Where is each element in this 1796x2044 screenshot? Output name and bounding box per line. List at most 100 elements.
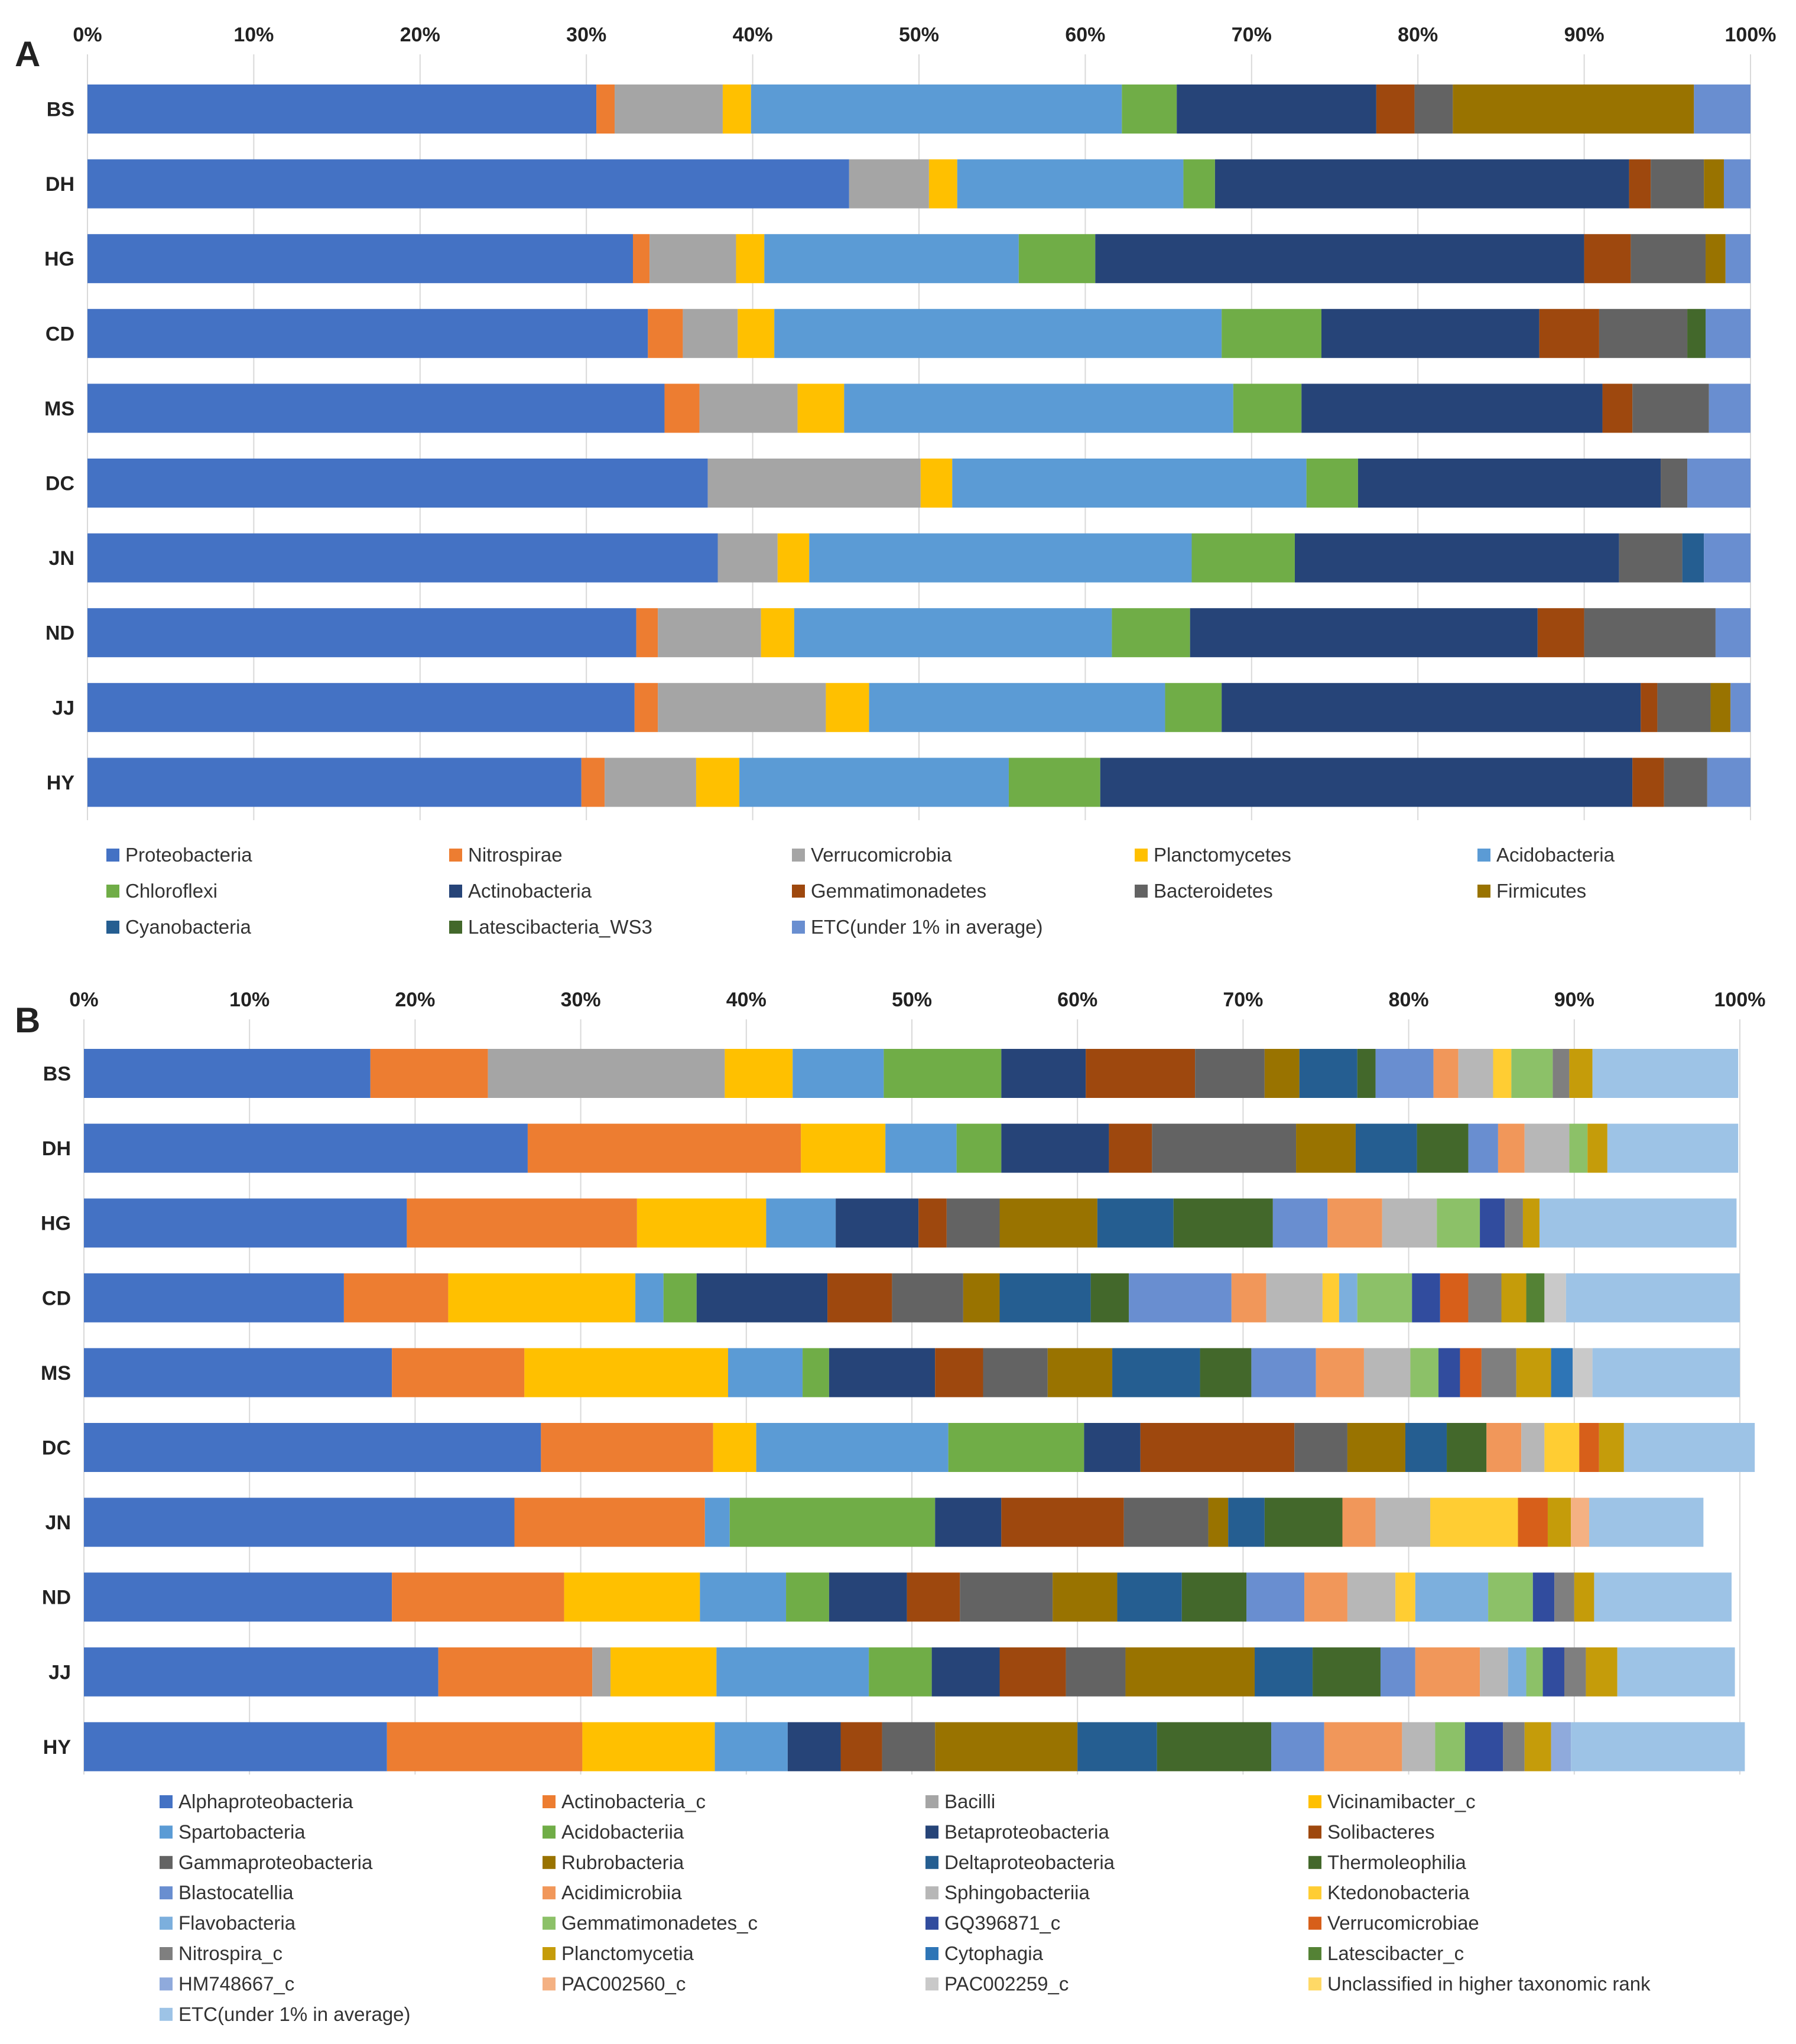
legend-swatch	[792, 885, 805, 898]
bar-segment-acidimicrobiia	[1304, 1572, 1347, 1622]
bar-segment-acidobacteria	[957, 159, 1184, 209]
legend-label: Vicinamibacter_c	[1327, 1790, 1476, 1812]
bar-segment-bacteroidetes	[1619, 533, 1683, 583]
panel-label: B	[15, 1000, 40, 1040]
bar-segment-blastocatellia	[1271, 1722, 1324, 1772]
bar-segment-chloroflexi	[1233, 384, 1302, 433]
bar-segment-acidobacteria	[869, 683, 1165, 732]
bar-segment-actinobacteria	[1321, 308, 1540, 358]
x-tick-label: 50%	[892, 989, 932, 1011]
bar-segment-gemmatimonadetes	[1584, 234, 1631, 284]
bar-segment-planctomycetes	[777, 533, 810, 583]
legend-label: Betaproteobacteria	[944, 1821, 1110, 1842]
bar-segment-betaproteobacteria	[1001, 1049, 1086, 1098]
bar-segment-bacteroidetes	[1661, 459, 1688, 508]
bar-segment-deltaproteobacteria	[999, 1273, 1091, 1322]
bar-segment-gq396871-c	[1438, 1348, 1460, 1398]
bar-segment-spartobacteria	[716, 1647, 869, 1697]
bar-segment-actinobacteria	[1294, 533, 1619, 583]
bar-segment-solibacteres	[918, 1198, 947, 1248]
legend-swatch	[160, 1947, 173, 1960]
legend-label: Deltaproteobacteria	[944, 1851, 1115, 1873]
bar-segment-vicinamibacter-c	[564, 1572, 700, 1622]
legend-label: Planctomycetes	[1154, 844, 1291, 866]
bar-segment-etc-under-1-in-average	[1687, 459, 1750, 508]
bar-segment-bacteroidetes	[1632, 384, 1709, 433]
bar-segment-vicinamibacter-c	[636, 1198, 767, 1248]
bar-segment-actinobacteria	[1357, 459, 1661, 508]
bar-segment-betaproteobacteria	[829, 1348, 936, 1398]
legend-swatch	[160, 1855, 173, 1869]
legend-swatch	[792, 921, 805, 934]
legend-swatch	[543, 1886, 556, 1900]
bar-segment-acidobacteriia	[663, 1273, 697, 1322]
bar-segment-gemmatimonadetes-c	[1526, 1647, 1543, 1697]
bar-segment-gemmatimonadetes-c	[1435, 1722, 1465, 1772]
x-tick-label: 90%	[1564, 24, 1605, 46]
bar-segment-thermoleophilia	[1181, 1572, 1247, 1622]
bar-segment-vicinamibacter-c	[448, 1273, 636, 1322]
legend-swatch	[925, 1825, 938, 1839]
category-label: BS	[47, 99, 74, 121]
category-label: HG	[41, 1213, 71, 1235]
bar-segment-gemmatimonadetes-c	[1511, 1049, 1553, 1098]
legend-swatch	[106, 849, 119, 862]
bar-segment-sphingobacteriia	[1480, 1647, 1508, 1697]
legend-swatch	[106, 885, 119, 898]
bar-segment-nitrospira-c	[1505, 1198, 1523, 1248]
bar-segment-etc-under-1-in-average	[1723, 159, 1750, 209]
bar-segment-etc-under-1-in-average	[1715, 608, 1750, 658]
bar-segment-deltaproteobacteria	[1097, 1198, 1174, 1248]
bar-segment-rubrobacteria	[1047, 1348, 1113, 1398]
legend-label: Gemmatimonadetes_c	[561, 1912, 758, 1934]
bar-segment-gammaproteobacteria	[960, 1572, 1053, 1622]
category-label: DH	[46, 173, 74, 196]
bar-segment-gammaproteobacteria	[1066, 1647, 1126, 1697]
x-tick-label: 100%	[1714, 989, 1766, 1011]
bar-segment-acidobacteria	[794, 608, 1112, 658]
x-tick-label: 20%	[400, 24, 440, 46]
x-tick-label: 20%	[395, 989, 435, 1011]
bar-segment-blastocatellia	[1246, 1572, 1305, 1622]
bar-segment-vicinamibacter-c	[610, 1647, 717, 1697]
bar-segment-blastocatellia	[1251, 1348, 1316, 1398]
bar-segment-sphingobacteriia	[1375, 1497, 1431, 1547]
bar-segment-ktedonobacteria	[1322, 1273, 1339, 1322]
bar-segment-chloroflexi	[1183, 159, 1215, 209]
bar-segment-etc-under-1-in-average	[1594, 1572, 1732, 1622]
legend-swatch	[1135, 885, 1148, 898]
legend-label: Nitrospirae	[468, 844, 563, 866]
bar-segment-thermoleophilia	[1157, 1722, 1272, 1772]
legend-label: Bacteroidetes	[1154, 880, 1273, 902]
bar-segment-thermoleophilia	[1357, 1049, 1376, 1098]
legend-swatch	[449, 921, 462, 934]
bar-segment-gemmatimonadetes	[1539, 308, 1599, 358]
bar-segment-planctomycetes	[722, 85, 751, 134]
legend-swatch	[1135, 849, 1148, 862]
legend-swatch	[1308, 1855, 1321, 1869]
legend-swatch	[1308, 1825, 1321, 1839]
bar-segment-ktedonobacteria	[1493, 1049, 1512, 1098]
x-tick-label: 70%	[1223, 989, 1263, 1011]
bar-segment-nitrospirae	[634, 683, 658, 732]
bar-segment-gemmatimonadetes-c	[1437, 1198, 1480, 1248]
legend-swatch	[925, 1855, 938, 1869]
legend-swatch	[543, 1825, 556, 1839]
bar-segment-bacteroidetes	[1584, 608, 1716, 658]
bar-segment-verrucomicrobia	[649, 234, 736, 284]
legend-label: Acidobacteria	[1496, 844, 1615, 866]
bar-segment-spartobacteria	[885, 1123, 957, 1173]
bar-segment-spartobacteria	[714, 1722, 788, 1772]
bar-segment-alphaproteobacteria	[84, 1049, 371, 1098]
bar-segment-bacteroidetes	[1631, 234, 1706, 284]
bar-segment-etc-under-1-in-average	[1704, 533, 1750, 583]
bar-segment-actinobacteria	[1214, 159, 1629, 209]
legend-label: Sphingobacteriia	[944, 1881, 1090, 1903]
bar-segment-actinobacteria	[1190, 608, 1538, 658]
bar-segment-planctomycetia	[1501, 1273, 1527, 1322]
bar-segment-planctomycetes	[738, 308, 775, 358]
legend-swatch	[792, 849, 805, 862]
bar-segment-solibacteres	[1109, 1123, 1152, 1173]
bar-segment-proteobacteria	[87, 384, 665, 433]
